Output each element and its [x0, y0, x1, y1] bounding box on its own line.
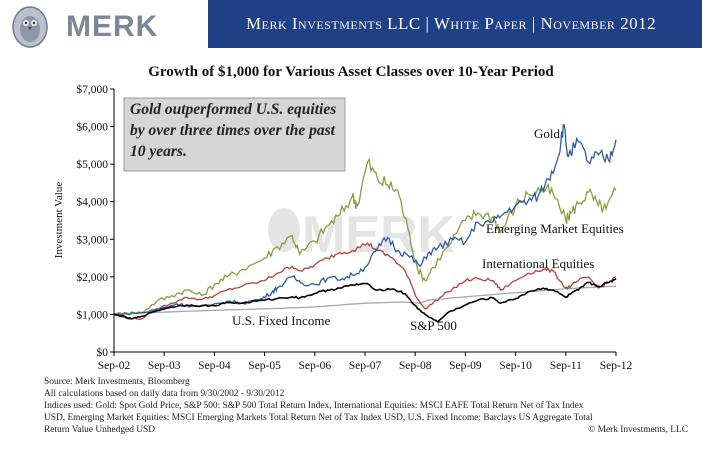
- series-label-emerging-market-equities: Emerging Market Equities: [486, 221, 624, 236]
- x-tick-label: Sep-08: [399, 360, 432, 372]
- y-tick-label: $0: [97, 346, 109, 359]
- callout-box: Gold outperformed U.S. equities by over …: [123, 97, 346, 172]
- series-line-s-p-500: [113, 278, 617, 323]
- y-axis-label: Investment Value: [53, 182, 65, 259]
- y-tick-label: $1,000: [76, 308, 108, 321]
- footnote-indices-3: Return Value Unhedged USD: [44, 425, 156, 435]
- footnote-source: Source: Merk Investments, Bloomberg: [44, 377, 190, 387]
- owl-crest-icon: [12, 6, 48, 48]
- y-tick-label: $6,000: [76, 121, 108, 134]
- x-tick-label: Sep-11: [550, 360, 582, 372]
- x-tick-label: Sep-04: [198, 360, 231, 372]
- series-label-international-equities: International Equities: [482, 256, 594, 271]
- y-tick-label: $7,000: [76, 83, 108, 96]
- y-tick-label: $4,000: [76, 196, 108, 209]
- banner-text: Merk Investments LLC | White Paper | Nov…: [246, 14, 657, 33]
- x-tick-label: Sep-03: [148, 360, 181, 372]
- axes: $0 $1,000 $2,000 $3,000 $4,000 $5,000 $6,000 $7…: [76, 83, 632, 372]
- series-line-international-equities: [113, 241, 617, 321]
- x-tick-label: Sep-07: [349, 360, 382, 372]
- chart-title: Growth of $1,000 for Various Asset Class…: [148, 64, 554, 80]
- x-tick-label: Sep-10: [499, 360, 532, 372]
- callout-text: Gold outperformed U.S. equities by over …: [130, 101, 337, 160]
- copyright: © Merk Investments, LLC: [588, 425, 688, 435]
- merk-logo: MERK: [6, 6, 206, 48]
- series-label-gold: Gold: [534, 126, 561, 141]
- logo-text: MERK: [66, 10, 159, 43]
- watermark-text: MERK: [302, 206, 456, 264]
- y-tick-label: $5,000: [76, 158, 108, 171]
- series-line-emerging-market-equities: [113, 157, 617, 317]
- merk-watermark: MERK: [268, 206, 456, 264]
- x-tick-label: Sep-06: [299, 360, 332, 372]
- series-line-u-s-fixed-income: [113, 285, 617, 316]
- header-banner: Merk Investments LLC | White Paper | Nov…: [208, 0, 702, 48]
- x-tick-label: Sep-05: [248, 360, 281, 372]
- y-tick-label: $3,000: [76, 233, 108, 246]
- x-tick-label: Sep-12: [600, 360, 633, 372]
- series-group: [113, 123, 617, 323]
- footnote-period: All calculations based on daily data fro…: [44, 389, 285, 399]
- series-labels: Gold Emerging Market Equities Internationa…: [232, 126, 624, 333]
- y-tick-label: $2,000: [76, 271, 108, 284]
- footnote-indices-2: USD, Emerging Market Equities: MSCI Emer…: [44, 413, 593, 423]
- series-label-s-p-500: S&P 500: [410, 318, 457, 333]
- x-tick-label: Sep-09: [449, 360, 482, 372]
- footnote-indices-1: Indices used: Gold: Spot Gold Price, S&P…: [44, 401, 584, 411]
- x-tick-label: Sep-02: [98, 360, 131, 372]
- series-label-u-s-fixed-income: U.S. Fixed Income: [232, 313, 330, 328]
- series-line-gold: [113, 123, 617, 316]
- header: MERK Merk Investments LLC | White Paper …: [0, 0, 702, 48]
